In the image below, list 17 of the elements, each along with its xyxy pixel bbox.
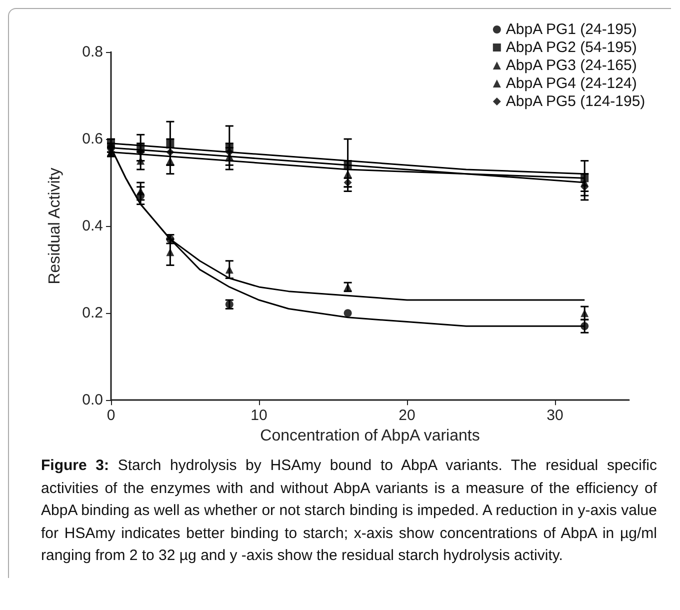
x-tick-label: 30: [546, 407, 564, 424]
y-tick-label: 0.4: [82, 218, 103, 235]
y-tick-label: 0.6: [82, 130, 103, 148]
legend-label: AbpA PG4 (24-124): [506, 75, 637, 92]
y-axis-title: Residual Activity: [46, 168, 64, 284]
caption: Figure 3: Starch hydrolysis by HSAmy bound to AbpA variants. The residual specific activities of the enzymes with and without AbpA variants is a measure of the efficiency of AbpA binding as well as whether or not starch binding is impeded. A reduction in y-axis value for HSAmy indicates better binding to starch; x-axis show concentrations of AbpA in µg/ml ranging from 2 to 32 µg and y -axis show the residual starch hydrolysis activity.: [41, 457, 657, 564]
legend-label: AbpA PG1 (24-195): [506, 21, 637, 38]
y-tick-label: 0.2: [82, 304, 103, 322]
x-tick-label: 0: [106, 407, 116, 424]
y-tick-label: 0.0: [82, 392, 103, 409]
legend-label: AbpA PG3 (24-165): [506, 57, 637, 74]
x-tick-label: 10: [250, 407, 268, 424]
x-axis-title: Concentration of AbpA variants: [260, 428, 480, 444]
legend-label: AbpA PG2 (54-195): [506, 39, 637, 56]
legend-label: AbpA PG5 (124-195): [506, 93, 646, 110]
x-tick-label: 20: [398, 407, 416, 424]
y-tick-label: 0.8: [82, 44, 103, 60]
